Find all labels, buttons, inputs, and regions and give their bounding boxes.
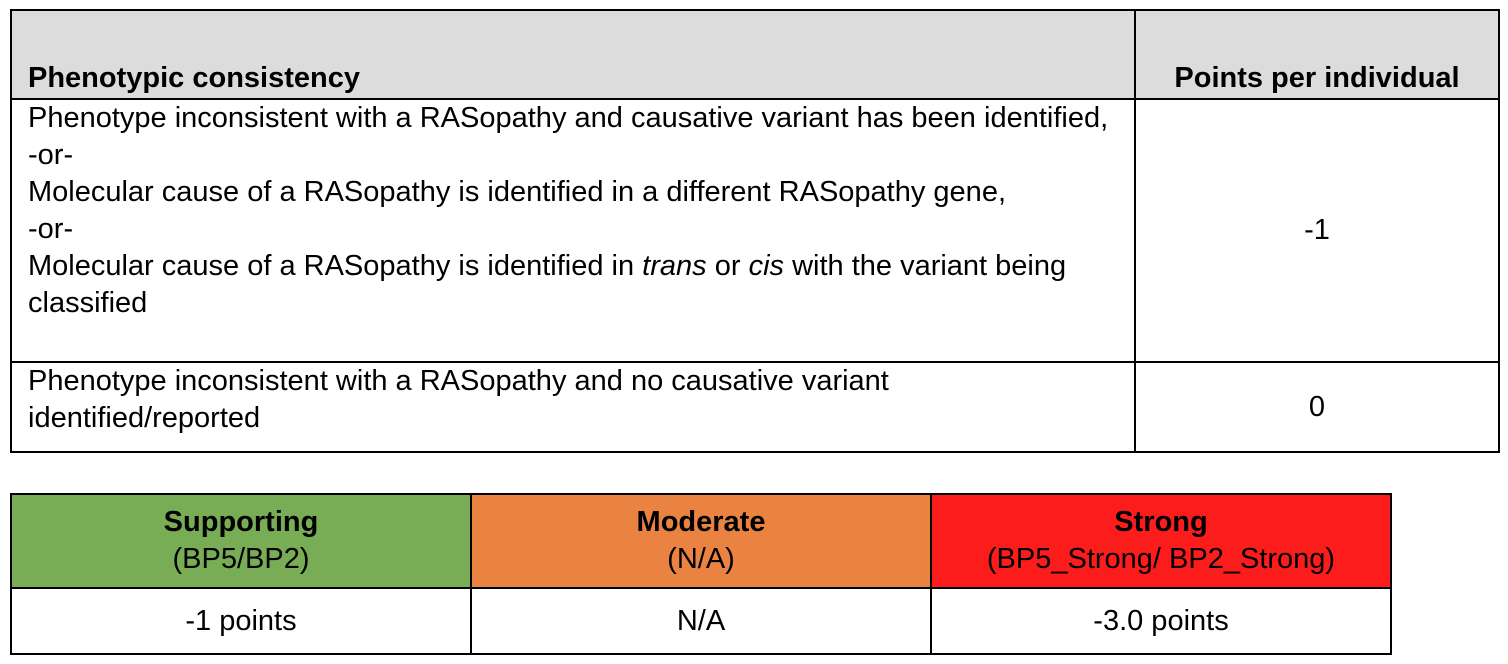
table-header-row: Phenotypic consistency Points per indivi… (10, 9, 1500, 100)
strong-points-cell: -3.0 points (930, 587, 1392, 655)
criteria-text: with the variant being classified (28, 250, 1067, 319)
strength-header-row: Supporting (BP5/BP2) Moderate (N/A) Stro… (10, 493, 1392, 589)
table-row: Phenotype inconsistent with a RASopathy … (10, 98, 1500, 363)
phenotypic-consistency-table: Phenotypic consistency Points per indivi… (10, 9, 1500, 453)
criteria-line: Molecular cause of a RASopathy is identi… (28, 248, 1124, 322)
moderate-points-cell: N/A (470, 587, 932, 655)
criteria-line: Molecular cause of a RASopathy is identi… (28, 176, 1006, 208)
moderate-code: (N/A) (667, 543, 735, 575)
points-cell: -1 (1134, 98, 1500, 363)
header-points-per-individual: Points per individual (1134, 9, 1500, 100)
criteria-text: or (706, 250, 749, 282)
strong-label: Strong (1114, 506, 1208, 538)
or-separator: -or- (28, 139, 74, 171)
evidence-strength-table: Supporting (BP5/BP2) Moderate (N/A) Stro… (10, 493, 1392, 655)
strength-value-row: -1 points N/A -3.0 points (10, 587, 1392, 655)
strong-header-cell: Strong (BP5_Strong/ BP2_Strong) (930, 493, 1392, 589)
supporting-header-cell: Supporting (BP5/BP2) (10, 493, 472, 589)
criteria-description-cell: Phenotype inconsistent with a RASopathy … (10, 361, 1136, 453)
points-cell: 0 (1134, 361, 1500, 453)
criteria-text: Molecular cause of a RASopathy is identi… (28, 250, 643, 282)
supporting-code: (BP5/BP2) (172, 543, 310, 575)
trans-term: trans (642, 250, 707, 282)
cis-term: cis (748, 250, 785, 282)
moderate-label: Moderate (636, 506, 766, 538)
moderate-header-cell: Moderate (N/A) (470, 493, 932, 589)
or-separator: -or- (28, 213, 74, 245)
criteria-description-cell: Phenotype inconsistent with a RASopathy … (10, 98, 1136, 363)
table-row: Phenotype inconsistent with a RASopathy … (10, 361, 1500, 453)
header-phenotypic-consistency: Phenotypic consistency (10, 9, 1136, 100)
criteria-line: Phenotype inconsistent with a RASopathy … (28, 102, 1109, 134)
supporting-points-cell: -1 points (10, 587, 472, 655)
strong-code: (BP5_Strong/ BP2_Strong) (986, 543, 1336, 575)
supporting-label: Supporting (163, 506, 319, 538)
